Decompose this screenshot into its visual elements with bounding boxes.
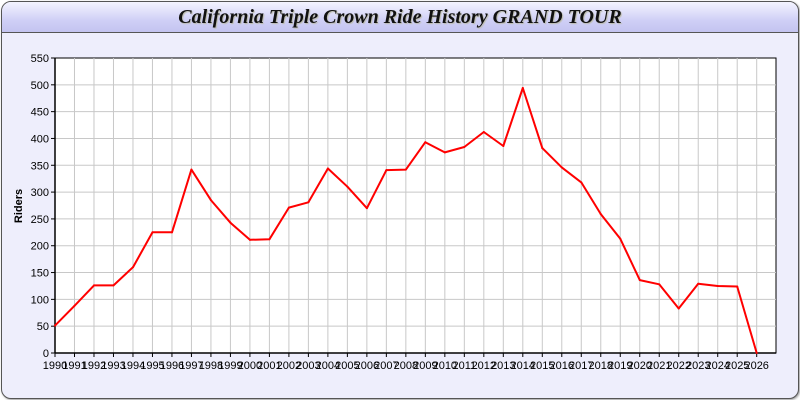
x-tick-label: 2023 <box>686 360 710 372</box>
plot-area <box>54 57 777 354</box>
data-point <box>54 324 56 327</box>
data-point <box>521 87 524 90</box>
x-tick-label: 1991 <box>62 360 86 372</box>
data-point <box>482 131 485 134</box>
x-tick-label: 2019 <box>608 360 632 372</box>
x-tick-label: 2015 <box>530 360 554 372</box>
chart-title: California Triple Crown Ride History GRA… <box>178 6 622 28</box>
data-point <box>697 282 700 285</box>
y-tick-label: 100 <box>31 294 49 306</box>
data-point <box>658 283 661 286</box>
x-tick-label: 2013 <box>491 360 515 372</box>
y-tick-label: 350 <box>31 160 49 172</box>
x-tick-label: 2011 <box>452 360 476 372</box>
x-tick-label: 1998 <box>199 360 223 372</box>
data-point <box>112 284 115 287</box>
x-tick-label: 2020 <box>628 360 652 372</box>
x-tick-label: 2009 <box>413 360 437 372</box>
data-point <box>463 146 466 149</box>
x-tick-label: 1990 <box>43 360 67 372</box>
y-tick-label: 200 <box>31 241 49 253</box>
x-tick-label: 2014 <box>511 360 535 372</box>
data-point <box>190 168 193 171</box>
data-point <box>424 141 427 144</box>
x-tick-label: 2005 <box>335 360 359 372</box>
data-point <box>599 213 602 216</box>
x-tick-label: 2022 <box>666 360 690 372</box>
data-point <box>638 279 641 282</box>
x-tick-label: 2007 <box>374 360 398 372</box>
x-tick-label: 1997 <box>179 360 203 372</box>
data-point <box>443 151 446 154</box>
x-tick-label: 2018 <box>589 360 613 372</box>
y-axis-label: Riders <box>13 189 25 223</box>
data-point <box>73 304 76 307</box>
x-tick-label: 1992 <box>82 360 106 372</box>
data-point <box>619 237 622 240</box>
data-point <box>268 238 271 241</box>
data-point <box>209 199 212 202</box>
data-point <box>151 231 154 234</box>
x-tick-label: 2024 <box>705 360 729 372</box>
data-point <box>560 166 563 169</box>
x-tick-label: 2006 <box>355 360 379 372</box>
data-point <box>248 238 251 241</box>
data-point <box>229 221 232 224</box>
x-tick-label: 2025 <box>725 360 749 372</box>
x-tick-label: 2008 <box>394 360 418 372</box>
y-tick-label: 400 <box>31 133 49 145</box>
data-point <box>365 207 368 210</box>
data-point <box>385 169 388 172</box>
data-point <box>287 206 290 209</box>
x-tick-label: 2012 <box>472 360 496 372</box>
y-tick-label: 50 <box>37 321 49 333</box>
x-tick-label: 1999 <box>218 360 242 372</box>
y-tick-label: 150 <box>31 268 49 280</box>
x-tick-label: 1993 <box>101 360 125 372</box>
data-point <box>346 185 349 188</box>
data-point <box>170 231 173 234</box>
x-tick-label: 2010 <box>433 360 457 372</box>
data-point <box>736 285 739 288</box>
y-tick-label: 450 <box>31 107 49 119</box>
data-point <box>307 201 310 204</box>
x-tick-label: 2001 <box>257 360 281 372</box>
x-tick-label: 2003 <box>296 360 320 372</box>
x-tick-label: 2000 <box>238 360 262 372</box>
y-tick-label: 0 <box>43 348 49 360</box>
data-point <box>755 352 758 354</box>
x-tick-label: 2004 <box>316 360 340 372</box>
data-point <box>502 144 505 147</box>
x-tick-label: 2017 <box>569 360 593 372</box>
data-point <box>716 284 719 287</box>
data-point <box>326 167 329 170</box>
data-point <box>131 266 134 269</box>
x-tick-label: 2021 <box>647 360 671 372</box>
data-point <box>580 181 583 184</box>
y-tick-label: 250 <box>31 214 49 226</box>
data-point <box>677 307 680 310</box>
title-bar: California Triple Crown Ride History GRA… <box>2 2 798 33</box>
x-tick-label: 2016 <box>550 360 574 372</box>
data-point <box>92 284 95 287</box>
data-point <box>404 168 407 171</box>
y-tick-label: 300 <box>31 187 49 199</box>
x-tick-label: 1996 <box>160 360 184 372</box>
x-tick-label: 1994 <box>121 360 145 372</box>
x-tick-label: 2026 <box>744 360 768 372</box>
y-tick-label: 550 <box>31 53 49 65</box>
y-tick-label: 500 <box>31 80 49 92</box>
x-tick-label: 2002 <box>277 360 301 372</box>
data-point <box>541 147 544 150</box>
x-tick-label: 1995 <box>140 360 164 372</box>
